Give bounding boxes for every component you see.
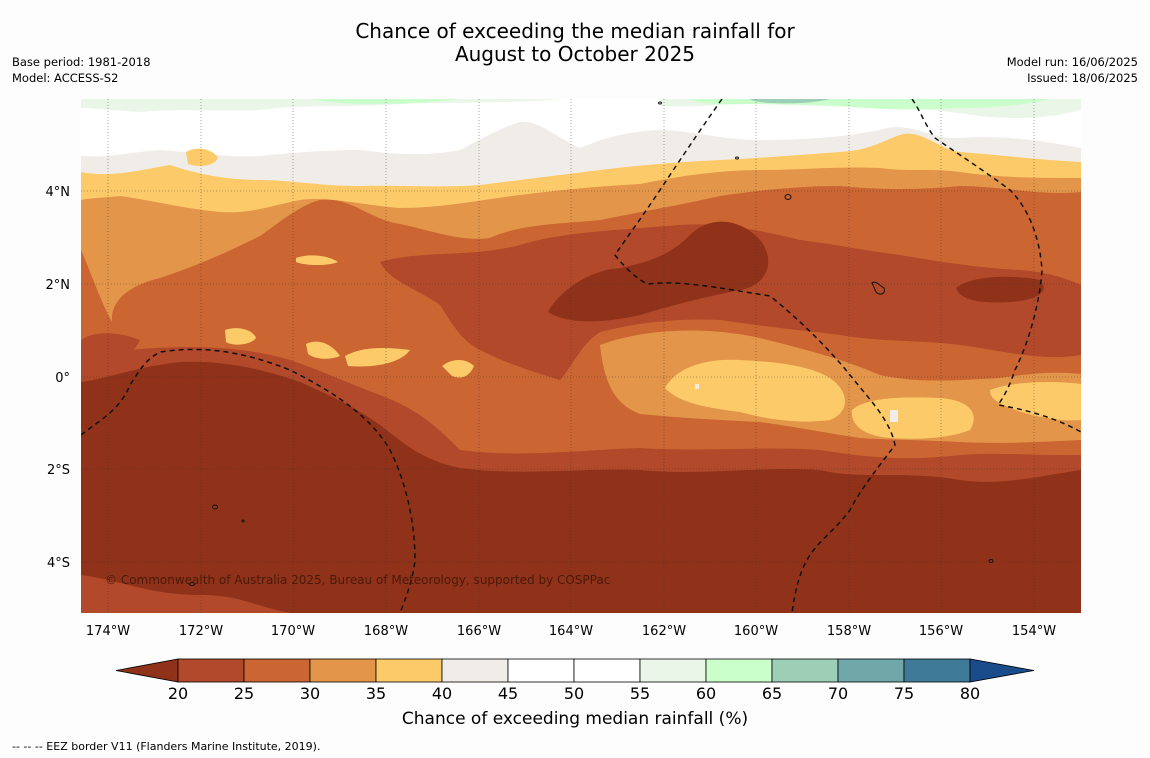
lon-label-172w: 172°W xyxy=(179,624,223,639)
equatorial-35-40-c xyxy=(990,382,1081,421)
equatorial-35-40-a xyxy=(665,359,845,422)
eez-borders xyxy=(81,99,1081,613)
copyright-notice: © Commonwealth of Australia 2025, Bureau… xyxy=(105,573,610,587)
colorbar-tick-label: 75 xyxy=(893,684,915,703)
band-60-65-west xyxy=(310,99,460,104)
patch-35-40-w6 xyxy=(296,255,338,265)
colorbar-tick-label: 50 xyxy=(563,684,585,703)
lon-label-168w: 168°W xyxy=(364,624,408,639)
colorbar-tick-label: 55 xyxy=(629,684,651,703)
meta-right: Model run: 16/06/2025 Issued: 18/06/2025 xyxy=(1007,54,1138,86)
colorbar-segment xyxy=(507,658,575,683)
lon-label-162w: 162°W xyxy=(642,624,686,639)
lat-label-2s: 2°S xyxy=(47,463,70,478)
lon-label-164w: 164°W xyxy=(549,624,593,639)
colorbar-segment xyxy=(243,658,311,683)
colorbar-segment xyxy=(903,658,971,683)
band-65-70 xyxy=(750,99,830,104)
colorbar-label: Chance of exceeding median rainfall (%) xyxy=(401,709,749,729)
band-45-55 xyxy=(81,99,1081,157)
colorbar-segment xyxy=(177,658,245,683)
colorbar-segment xyxy=(573,658,641,683)
title-line-2: August to October 2025 xyxy=(454,42,696,66)
colorbar-segment xyxy=(309,658,377,683)
lon-label-160w: 160°W xyxy=(734,624,778,639)
colorbar-tick-label: 30 xyxy=(299,684,321,703)
lat-label-2n: 2°N xyxy=(46,278,71,293)
lon-label-170w: 170°W xyxy=(271,624,315,639)
colorbar-tick-label: 20 xyxy=(167,684,189,703)
lon-label-158w: 158°W xyxy=(827,624,871,639)
rainfall-field: © Commonwealth of Australia 2025, Bureau… xyxy=(81,99,1081,613)
colorbar-extend-low xyxy=(115,658,179,683)
islands xyxy=(189,101,994,586)
lon-labels: 174°W 172°W 170°W 168°W 166°W 164°W 162°… xyxy=(86,624,1056,639)
colorbar-segment xyxy=(705,658,773,683)
lat-label-4s: 4°S xyxy=(47,556,70,571)
patch-20-25-central xyxy=(380,224,1081,380)
lon-label-156w: 156°W xyxy=(919,624,963,639)
lat-label-4n: 4°N xyxy=(46,185,71,200)
patch-35-40-w5 xyxy=(442,360,474,378)
colorbar-extend-high xyxy=(969,658,1035,683)
band-20-25-south xyxy=(81,575,290,613)
colorbar-segment xyxy=(837,658,905,683)
base-period: Base period: 1981-2018 xyxy=(12,55,151,69)
lon-label-166w: 166°W xyxy=(457,624,501,639)
lon-label-174w: 174°W xyxy=(86,624,130,639)
model-run: Model run: 16/06/2025 xyxy=(1006,55,1138,69)
colorbar-tick-label: 70 xyxy=(827,684,849,703)
lat-label-0: 0° xyxy=(55,371,70,386)
patch-35-40-w1 xyxy=(186,148,218,166)
colorbar-tick-label: 60 xyxy=(695,684,717,703)
eez-legend-note: -- -- -- EEZ border V11 (Flanders Marine… xyxy=(12,740,321,753)
patch-35-40-w2 xyxy=(225,328,256,345)
patch-35-40-w4 xyxy=(345,348,410,367)
patch-20-central-dark xyxy=(548,221,769,322)
colorbar-tick-label: 65 xyxy=(761,684,783,703)
colorbar-tick-label: 80 xyxy=(959,684,981,703)
patch-35-40-w3 xyxy=(306,341,340,359)
colorbar-tick-label: 45 xyxy=(497,684,519,703)
map-title: Chance of exceeding the median rainfall … xyxy=(0,20,1150,66)
colorbar-segment xyxy=(441,658,509,683)
title-line-1: Chance of exceeding the median rainfall … xyxy=(355,19,795,43)
speck-white-2 xyxy=(695,384,699,389)
colorbar-segment xyxy=(375,658,443,683)
colorbar-tick-label: 35 xyxy=(365,684,387,703)
colorbar-tick-label: 40 xyxy=(431,684,453,703)
colorbar xyxy=(115,658,1035,683)
speck-white xyxy=(890,410,898,422)
patch-20-northwest xyxy=(81,333,140,372)
lat-labels: 4°N 2°N 0° 2°S 4°S xyxy=(46,185,71,571)
patch-20-east-dark xyxy=(956,276,1044,303)
meta-left: Base period: 1981-2018 Model: ACCESS-S2 xyxy=(12,54,151,86)
colorbar-segment xyxy=(771,658,839,683)
colorbar-tick-label: 25 xyxy=(233,684,255,703)
lon-label-154w: 154°W xyxy=(1012,624,1056,639)
model-name: Model: ACCESS-S2 xyxy=(12,71,119,85)
equatorial-35-40-b xyxy=(851,397,974,439)
issued-date: Issued: 18/06/2025 xyxy=(1027,71,1138,85)
colorbar-ticks: 20 25 30 35 40 45 50 55 60 65 70 75 80 xyxy=(0,684,1150,704)
colorbar-segment xyxy=(639,658,707,683)
